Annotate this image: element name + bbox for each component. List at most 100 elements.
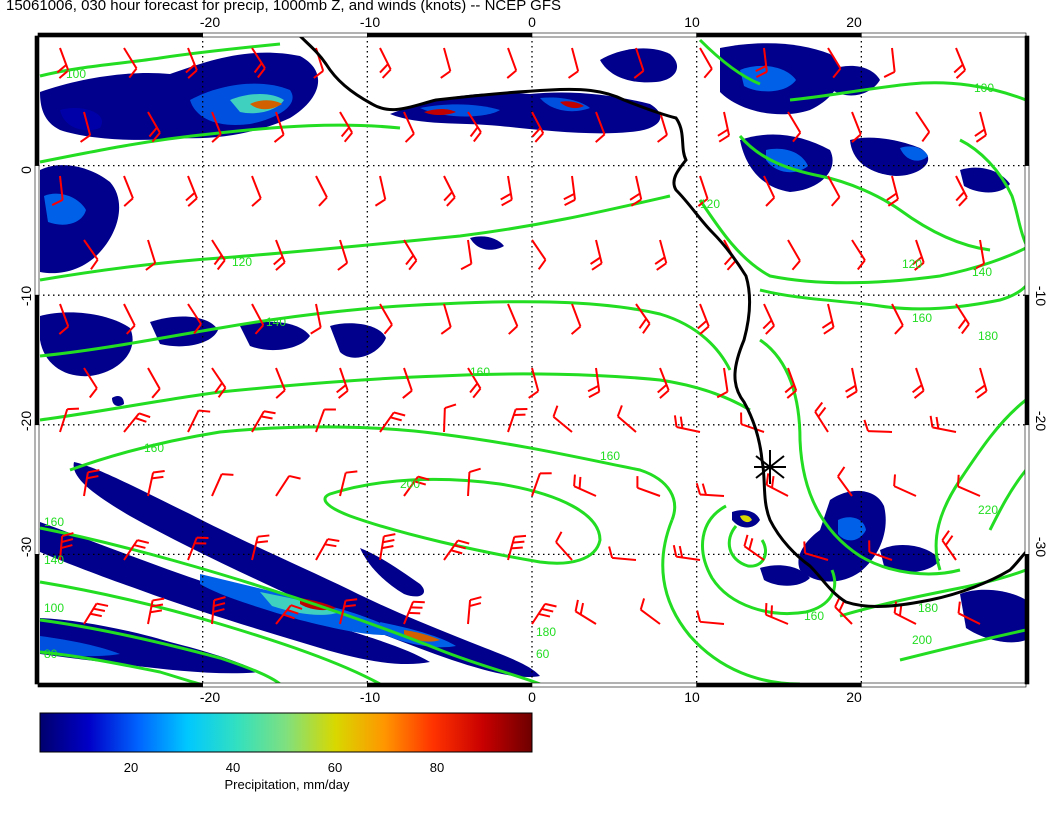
colorbar-label: Precipitation, mm/day [225,777,350,792]
wind-barb [787,111,802,143]
border-bar-segment [37,32,203,38]
contour-label: 200 [400,477,420,491]
wind-barb [863,419,893,433]
wind-barb [608,546,637,561]
wind-barb [145,239,157,271]
wind-barb [814,401,829,433]
wind-barb [974,111,988,143]
wind-barb [528,367,540,399]
wind-barb [740,412,765,433]
wind-barb [467,111,482,143]
colorbar-gradient [39,712,533,753]
wind-barb [695,482,725,497]
wind-barb [762,303,775,335]
wind-barb [616,405,637,433]
contour-line [738,135,991,252]
coastline [298,36,1026,608]
wind-barb [123,175,134,207]
wind-barb [51,175,64,206]
contour-label: 220 [978,503,998,517]
wind-barb [59,407,79,433]
precip-patch [44,193,86,225]
wind-barb [827,47,842,79]
wind-barb [211,596,226,625]
border-bar-segment [34,554,40,685]
precip-patch [470,236,504,250]
contour-line [759,284,1026,311]
precip-patch [40,312,133,377]
wind-barb [563,175,576,207]
right-tick-label: -30 [1033,537,1049,557]
precip-patch [760,565,810,586]
wind-barb [403,600,425,625]
wind-barb [187,303,202,335]
wind-barb [403,239,418,271]
top-tick-label: 0 [528,14,536,30]
wind-barbs [51,47,988,625]
wind-barb [629,175,643,207]
wind-barb [570,303,582,335]
wind-barb [574,599,597,625]
contour-label: 140 [44,553,64,567]
border-bar-segment [531,682,697,688]
wind-barb [500,175,513,207]
contour-label: 160 [804,609,824,623]
wind-barb [699,47,713,79]
contour-label: 180 [536,625,556,639]
wind-barb [953,47,967,79]
left-tick-label: 0 [18,166,34,174]
contour-label: 120 [700,197,720,211]
wind-barb [123,539,150,561]
wind-barb [567,47,580,79]
precip-patch [240,321,310,351]
wind-barb [403,475,430,497]
wind-barb [507,534,527,561]
wind-barb [893,474,917,497]
border-bar-segment [34,424,40,555]
wind-barb [379,47,392,79]
wind-barb [275,367,286,399]
border-bar-segment [34,165,40,296]
wind-barb [211,473,234,497]
wind-barb [147,469,165,497]
wind-barb [275,604,303,625]
wind-barb [654,239,668,271]
wind-barb [339,470,358,497]
precip-patch [330,323,386,358]
wind-barb [251,303,265,335]
wind-barb [955,175,968,207]
border-bar-segment [34,294,40,426]
border-bar-segment [1024,165,1030,296]
wind-barb [275,474,301,497]
wind-barb [673,415,701,433]
wind-barb [379,533,396,561]
wind-barb [587,367,601,399]
wind-barb [251,534,270,561]
wind-barb [403,111,415,143]
wind-barb [973,239,986,271]
left-tick-label: -30 [18,537,34,557]
border-bar-segment [202,682,368,688]
wind-barb [590,239,603,271]
precip-patch [60,108,102,131]
wind-barb [868,540,893,561]
wind-barb [147,367,161,399]
wind-barb [672,544,701,561]
wind-barb [636,476,661,497]
wind-barb [211,239,226,271]
wind-barb [837,466,853,497]
map-title: 15061006, 030 hour forecast for precip, … [6,0,561,14]
wind-barb [784,367,798,399]
precip-patch [900,146,928,161]
wind-barb [211,367,227,398]
contour-line [698,38,761,86]
wind-barb [911,367,925,399]
left-tick-label: -20 [18,411,34,431]
wind-barb [974,367,988,399]
lat-lon-grid [38,36,1026,684]
contour-line [701,504,837,615]
colorbar-tick: 20 [124,760,138,775]
contour-line [789,81,1026,102]
wind-barb [83,602,109,625]
